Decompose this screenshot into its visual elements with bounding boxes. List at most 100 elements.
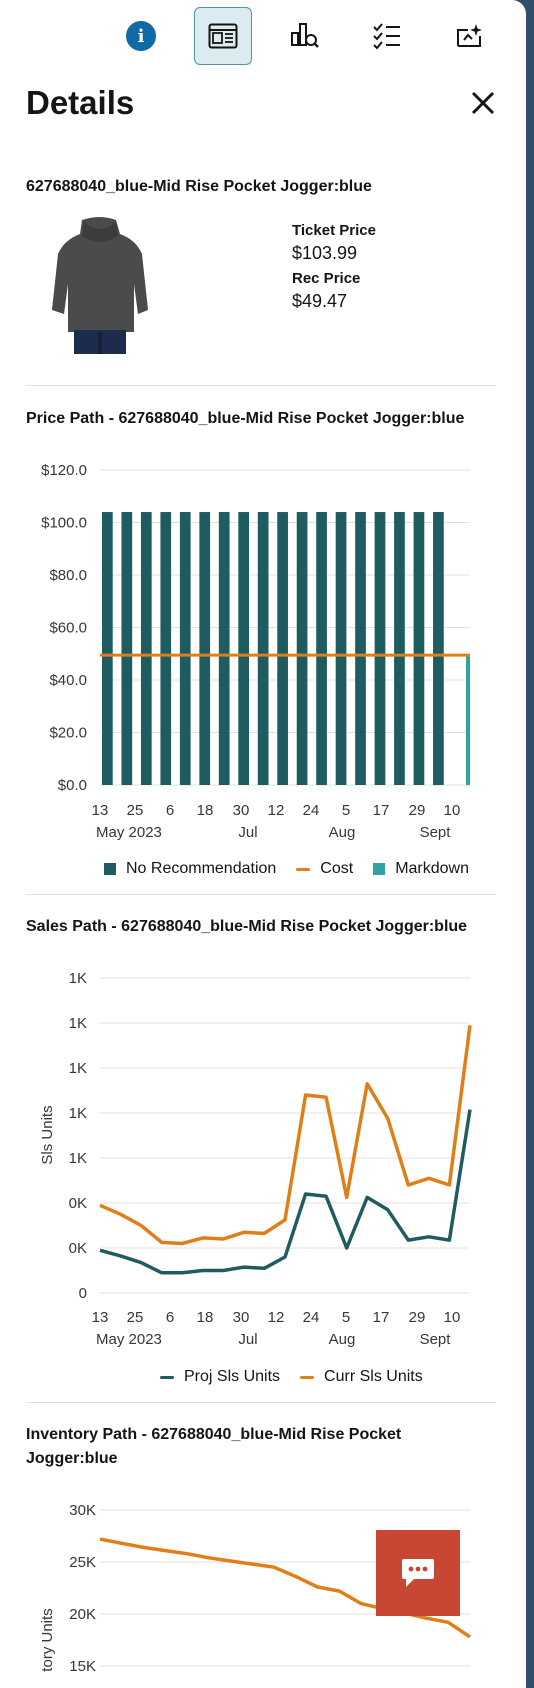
x-tick-label: 12 [268, 1309, 285, 1326]
legend-swatch [373, 863, 386, 875]
x-tick-label: 13 [92, 802, 109, 819]
close-icon[interactable] [470, 90, 496, 116]
checklist-button[interactable] [358, 7, 416, 65]
legend-swatch [160, 1375, 174, 1379]
legend-swatch [300, 1375, 315, 1379]
y-tick-label: $120.0 [41, 462, 87, 479]
legend-markdown[interactable]: Markdown [373, 860, 469, 878]
y-axis-label: tory Units [39, 1608, 56, 1671]
y-tick-label: 1K [69, 1105, 87, 1122]
ticket-price-label: Ticket Price [292, 222, 376, 239]
legend-swatch [104, 863, 116, 875]
details-panel-icon [208, 23, 238, 49]
panel-title: Details [26, 84, 135, 121]
info-button[interactable]: i [112, 7, 170, 65]
chat-bubble-icon [402, 1559, 434, 1587]
x-tick-label: 5 [342, 1309, 350, 1326]
legend-label: Proj Sls Units [184, 1368, 281, 1385]
sales-path-title: Sales Path - 627688040_blue-Mid Rise Poc… [26, 918, 468, 935]
price-path-legend: No Recommendation Cost Markdown [104, 860, 469, 878]
price-path-chart: $0.0 $20.0 $40.0 $60.0 $80.0 $100.0 $120.0 13 25… [41, 462, 470, 840]
y-tick-label: $40.0 [49, 672, 87, 689]
product-image [52, 217, 148, 354]
bar-markdown [466, 655, 470, 785]
y-axis-label: Sls Units [39, 1105, 56, 1164]
x-group-label: Jul [238, 824, 257, 840]
bar-no-recommendation [218, 512, 230, 785]
x-tick-label: 25 [127, 1309, 144, 1326]
info-icon: i [126, 21, 156, 51]
x-tick-label: 29 [409, 802, 426, 819]
bar-no-recommendation [355, 512, 366, 785]
y-tick-label: 15K [69, 1658, 96, 1675]
ticket-price-value: $103.99 [292, 243, 358, 263]
bar-no-recommendation [296, 512, 308, 785]
x-group-label: Aug [329, 1331, 356, 1348]
y-tick-label: 1K [69, 1150, 87, 1167]
x-tick-label: 18 [197, 802, 214, 819]
legend-cost[interactable]: Cost [296, 860, 353, 878]
product-name: 627688040_blue-Mid Rise Pocket Jogger:bl… [26, 178, 372, 195]
y-tick-label: $80.0 [49, 567, 87, 584]
x-tick-label: 6 [166, 1309, 174, 1326]
divider [26, 385, 496, 386]
sales-path-legend: Proj Sls Units Curr Sls Units [160, 1368, 423, 1386]
x-tick-label: 30 [233, 1309, 250, 1326]
legend-swatch [296, 867, 311, 871]
x-tick-label: 18 [197, 1309, 214, 1326]
bar-no-recommendation [121, 512, 133, 785]
legend-proj-sls-units[interactable]: Proj Sls Units [160, 1368, 280, 1386]
divider [26, 894, 496, 895]
price-block: Ticket Price $103.99 Rec Price $49.47 [292, 222, 376, 318]
legend-no-recommendation[interactable]: No Recommendation [104, 860, 276, 878]
y-tick-label: 20K [69, 1606, 96, 1623]
bar-no-recommendation [102, 512, 113, 785]
x-tick-label: 10 [444, 1309, 461, 1326]
bar-no-recommendation [374, 512, 386, 785]
bar-no-recommendation [238, 512, 250, 785]
legend-label: Markdown [395, 860, 470, 877]
x-tick-label: 24 [303, 802, 320, 819]
bar-no-recommendation [433, 512, 444, 785]
x-tick-label: 6 [166, 802, 174, 819]
y-tick-label: 1K [69, 1015, 87, 1032]
legend-curr-sls-units[interactable]: Curr Sls Units [300, 1368, 423, 1386]
x-tick-label: 10 [444, 802, 461, 819]
panel-toolbar: i [112, 6, 498, 66]
rec-price-label: Rec Price [292, 270, 361, 287]
y-tick-label: 1K [69, 1060, 87, 1077]
x-tick-label: 17 [373, 802, 390, 819]
bar-no-recommendation [160, 512, 172, 785]
x-tick-label: 17 [373, 1309, 390, 1326]
rec-price-value: $49.47 [292, 291, 348, 311]
price-analysis-button[interactable] [276, 7, 334, 65]
inventory-path-title: Inventory Path - 627688040_blue-Mid Rise… [26, 1426, 402, 1467]
bar-no-recommendation [257, 512, 269, 785]
y-tick-label: 1K [69, 970, 87, 987]
ai-assist-button[interactable] [440, 7, 498, 65]
x-tick-label: 13 [92, 1309, 109, 1326]
price-path-title: Price Path - 627688040_blue-Mid Rise Poc… [26, 410, 465, 427]
x-group-label: May 2023 [96, 824, 162, 840]
y-tick-label: $60.0 [49, 620, 87, 637]
y-tick-label: 0K [69, 1240, 87, 1257]
x-tick-label: 24 [303, 1309, 320, 1326]
x-group-label: May 2023 [96, 1331, 162, 1348]
y-tick-label: $100.0 [41, 515, 87, 532]
details-view-button[interactable] [194, 7, 252, 65]
x-tick-label: 12 [268, 802, 285, 819]
legend-label: Curr Sls Units [324, 1368, 423, 1385]
x-tick-label: 29 [409, 1309, 426, 1326]
bar-no-recommendation [394, 512, 405, 785]
bar-no-recommendation [335, 512, 347, 785]
y-tick-label: $20.0 [49, 725, 87, 742]
bar-no-recommendation [199, 512, 211, 785]
bar-no-recommendation [413, 512, 425, 785]
series-line-curr [99, 1025, 472, 1246]
y-tick-label: 25K [69, 1554, 96, 1571]
bar-no-recommendation [179, 512, 191, 785]
x-group-label: Sept [420, 1331, 452, 1348]
chat-button[interactable] [376, 1530, 460, 1616]
legend-label: Cost [320, 860, 354, 877]
